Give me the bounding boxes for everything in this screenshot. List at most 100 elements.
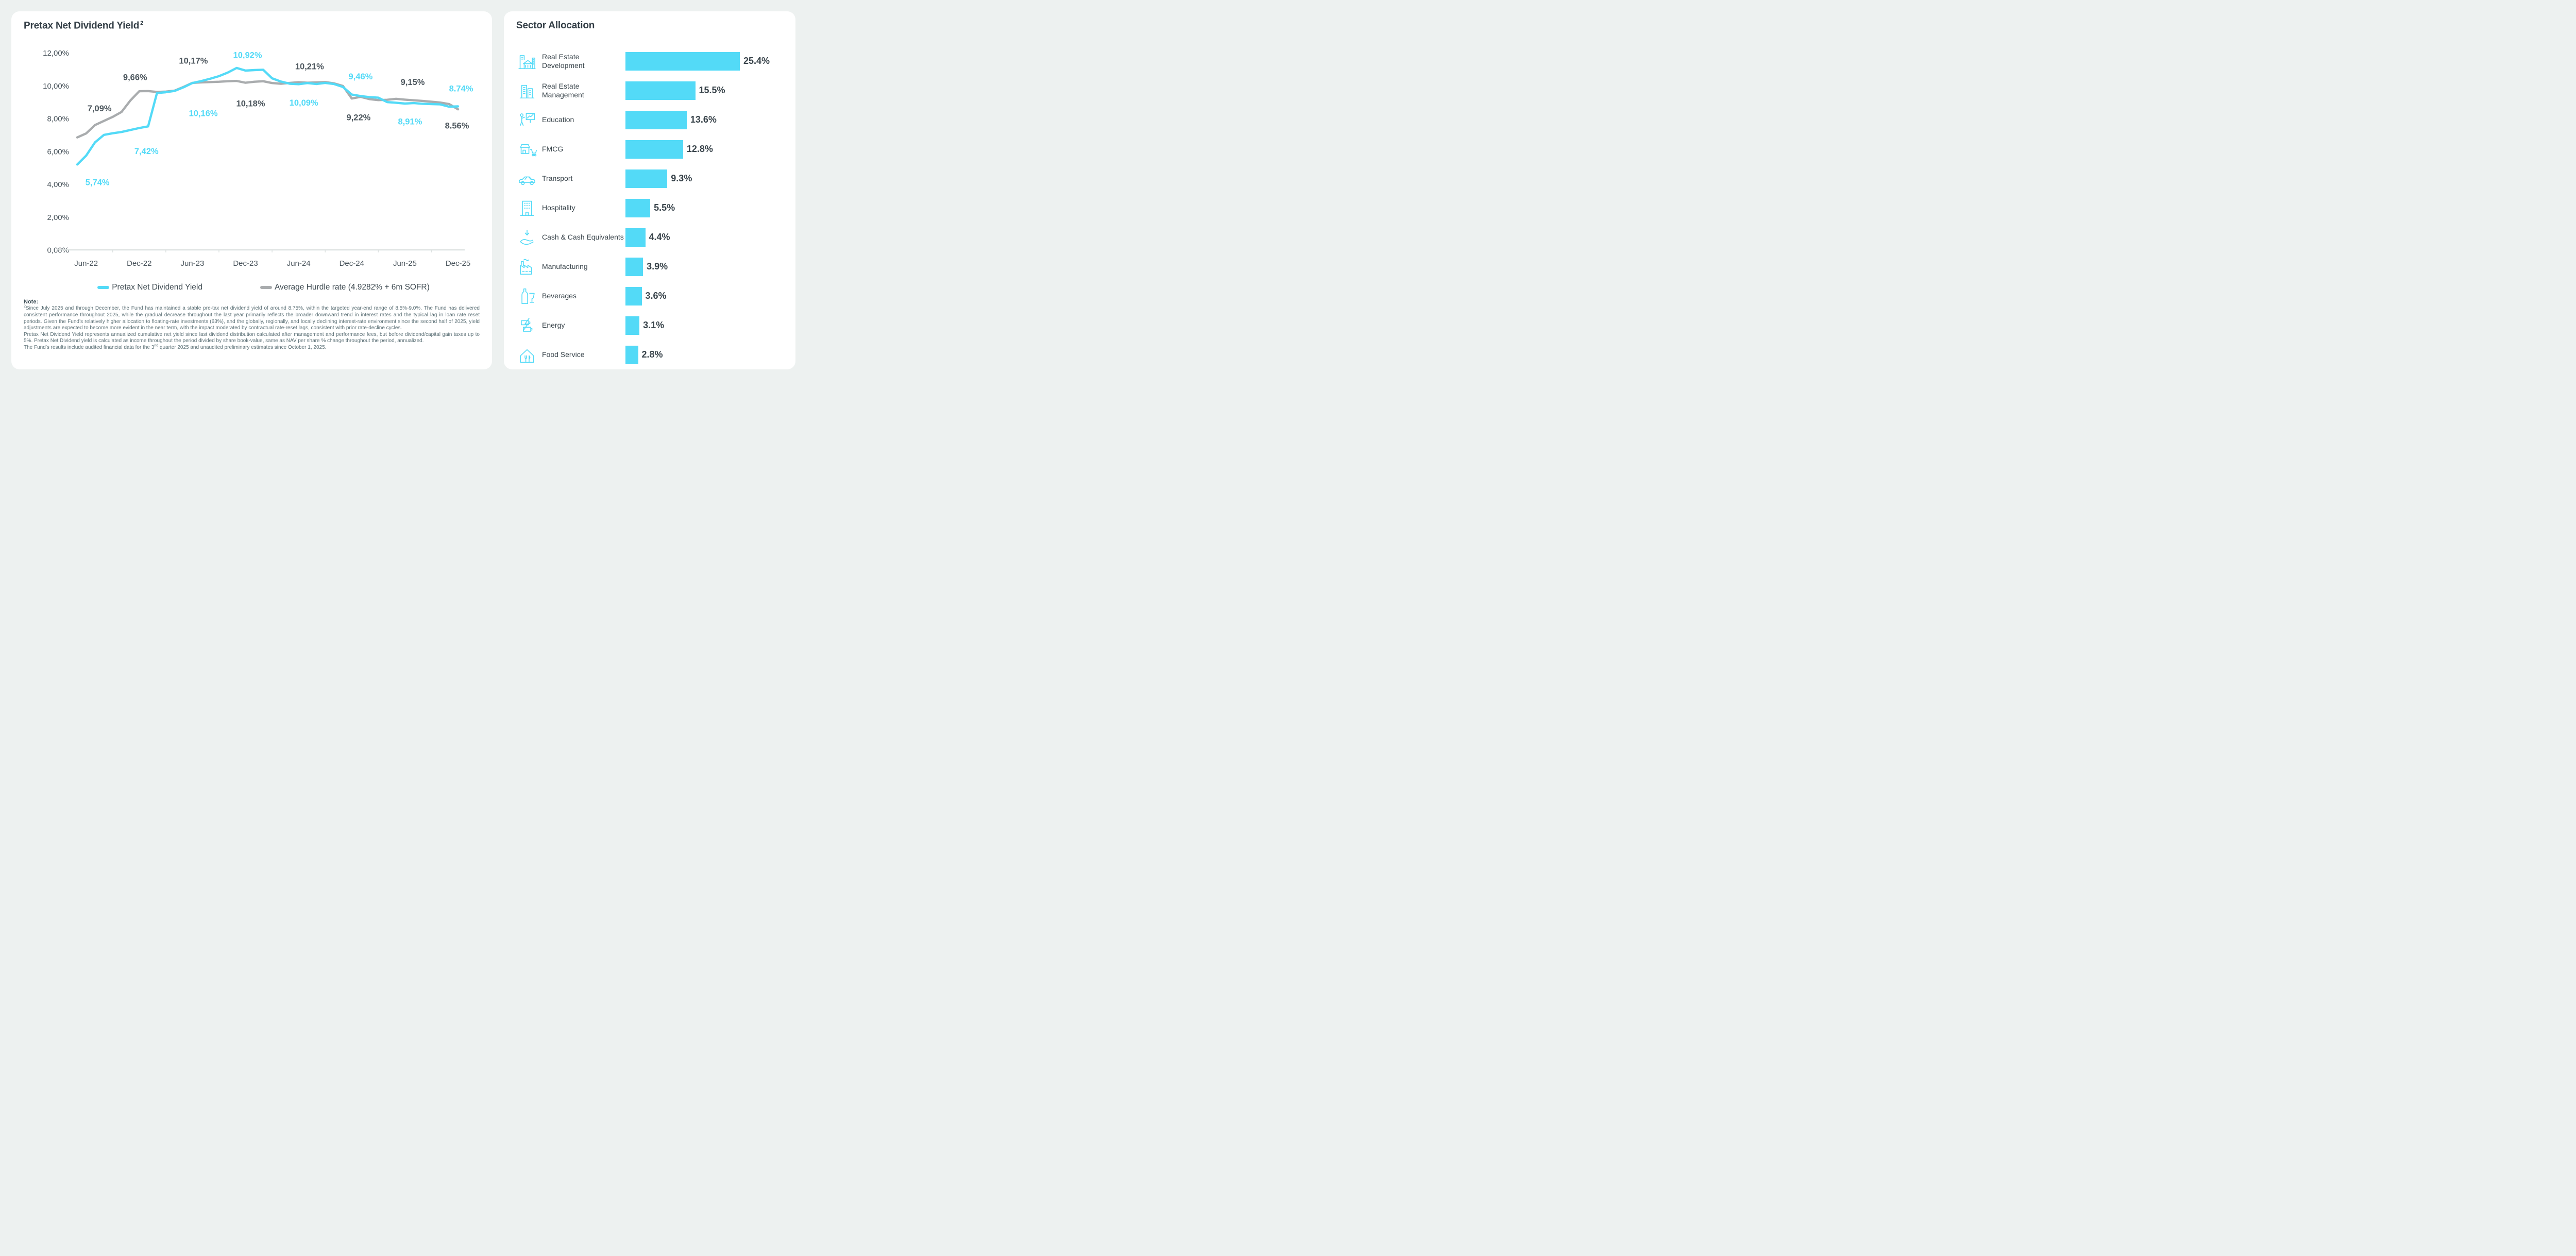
sector-label: Manufacturing <box>542 262 588 270</box>
sector-bar <box>625 140 683 159</box>
sector-label: Beverages <box>542 292 577 300</box>
sector-allocation-panel: Sector Allocation Real Estate Development… <box>504 11 795 369</box>
sector-label: Real Estate Development <box>542 52 585 70</box>
y-axis-tick-label: 12,00% <box>43 49 69 58</box>
data-point-label: 10,21% <box>295 62 324 72</box>
sector-value-label: 15.5% <box>699 85 725 95</box>
sector-label: Energy <box>542 321 565 329</box>
sector-label: Education <box>542 115 574 124</box>
sector-value-label: 2.8% <box>641 349 663 360</box>
sector-bar-zone: 4.4% <box>625 228 785 247</box>
sector-value-label: 9.3% <box>671 173 692 183</box>
energy-icon <box>521 317 533 332</box>
food-service-icon <box>520 349 534 363</box>
fmcg-icon <box>520 144 537 156</box>
sector-value-label: 3.6% <box>645 291 667 301</box>
legend-line-swatch-icon <box>97 286 110 290</box>
x-axis-tick-label: Dec-24 <box>340 259 364 268</box>
x-axis-tick-label: Jun-23 <box>180 259 204 268</box>
y-axis-tick-label: 8,00% <box>47 115 69 124</box>
real-estate-management-icon <box>519 84 535 98</box>
legend-line-swatch-icon <box>260 286 272 290</box>
sector-row: Hospitality 5.5% <box>504 193 795 223</box>
data-point-label: 5,74% <box>86 178 110 188</box>
sector-allocation-bar-chart: Real Estate Development 25.4% Real Estate Ma… <box>504 46 795 369</box>
title-footnote-marker: 2 <box>140 20 144 26</box>
hospitality-icon <box>520 200 534 216</box>
hurdle-rate-line <box>76 80 460 139</box>
manufacturing-icon <box>520 259 532 275</box>
data-point-label: 7,42% <box>134 147 159 156</box>
footnote-1-marker: 2 <box>24 305 26 309</box>
data-point-label: 8,91% <box>398 117 422 127</box>
sector-label: Hospitality <box>542 203 575 212</box>
data-point-label: 9,15% <box>401 78 425 87</box>
data-point-label: 9,46% <box>349 72 373 81</box>
sector-value-label: 5.5% <box>654 202 675 213</box>
sector-label: Cash & Cash Equivalents <box>542 233 624 241</box>
data-point-label: 10,18% <box>236 99 265 109</box>
dividend-yield-line-chart: 0,00%2,00%4,00%6,00%8,00%10,00%12,00%Jun… <box>43 49 473 268</box>
footnote-1-text: Since July 2025 and through December, th… <box>24 305 480 331</box>
legend-item-hurdle-rate: Average Hurdle rate (4.9282% + 6m SOFR) <box>260 283 430 292</box>
data-point-label: 10,09% <box>290 98 318 108</box>
footnote-2: Pretax Net Dividend Yield represents ann… <box>24 331 480 344</box>
sector-bar-zone: 9.3% <box>625 169 785 188</box>
sector-value-label: 3.1% <box>643 320 665 330</box>
sector-bar <box>625 52 740 71</box>
data-point-label: 9,22% <box>347 113 371 123</box>
sector-bar-zone: 25.4% <box>625 52 785 71</box>
sector-bar-zone: 15.5% <box>625 81 785 100</box>
sector-row: Energy 3.1% <box>504 311 795 340</box>
data-point-label: 9,66% <box>123 73 147 82</box>
data-point-label: 10,16% <box>189 109 218 118</box>
education-icon <box>520 113 535 126</box>
transport-icon <box>519 176 535 185</box>
sector-bar <box>625 316 640 335</box>
footnotes: Note: 2Since July 2025 and through Decem… <box>11 292 492 351</box>
sector-bar <box>625 110 687 129</box>
sector-value-label: 3.9% <box>647 261 668 271</box>
data-point-label: 10,17% <box>179 57 208 66</box>
sector-label: FMCG <box>542 145 564 153</box>
sector-bar-zone: 3.6% <box>625 286 785 305</box>
sector-row: Education 13.6% <box>504 105 795 134</box>
x-axis-tick-label: Jun-22 <box>74 259 98 268</box>
data-point-label: 8.56% <box>445 122 469 131</box>
pretax-yield-line <box>76 67 460 166</box>
sector-bar <box>625 228 646 247</box>
sector-bar-zone: 5.5% <box>625 198 785 217</box>
data-point-label: 7,09% <box>88 104 112 113</box>
beverages-icon <box>521 288 535 304</box>
sector-bar-zone: 12.8% <box>625 140 785 159</box>
footnote-1: 2Since July 2025 and through December, t… <box>24 305 480 331</box>
y-axis-tick-label: 4,00% <box>47 180 69 189</box>
x-axis-tick-label: Jun-24 <box>287 259 311 268</box>
sector-value-label: 13.6% <box>690 114 717 125</box>
sector-label: Real Estate Management <box>542 81 584 99</box>
sector-row: FMCG 12.8% <box>504 134 795 164</box>
sector-row: Cash & Cash Equivalents 4.4% <box>504 223 795 252</box>
sector-label: Food Service <box>542 350 585 359</box>
data-point-label: 8.74% <box>449 84 473 94</box>
sector-value-label: 4.4% <box>649 232 670 242</box>
x-axis-tick-label: Dec-22 <box>127 259 151 268</box>
x-axis-tick-label: Jun-25 <box>393 259 417 268</box>
sector-row: Real Estate Development 25.4% <box>504 46 795 76</box>
sector-row: Manufacturing 3.9% <box>504 252 795 281</box>
sector-bar <box>625 169 668 188</box>
cash-icon <box>520 229 534 245</box>
real-estate-development-icon <box>518 55 536 69</box>
dividend-yield-title-text: Pretax Net Dividend Yield <box>24 20 140 31</box>
y-axis-tick-label: 2,00% <box>47 213 69 222</box>
y-axis-tick-label: 6,00% <box>47 148 69 157</box>
legend-item-label: Pretax Net Dividend Yield <box>112 283 202 292</box>
y-axis-tick-label: 10,00% <box>43 82 69 91</box>
sector-bar-zone: 13.6% <box>625 110 785 129</box>
sector-bar-zone: 3.9% <box>625 257 785 276</box>
sector-bar <box>625 345 638 364</box>
sector-bar-zone: 3.1% <box>625 316 785 335</box>
sector-allocation-title: Sector Allocation <box>516 20 595 31</box>
sector-row: Transport 9.3% <box>504 164 795 193</box>
